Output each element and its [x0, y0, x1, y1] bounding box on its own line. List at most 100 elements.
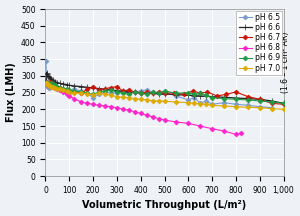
pH 6.7: [206, 91, 209, 93]
pH 6.7: [282, 103, 285, 106]
pH 6.5: [48, 84, 52, 87]
pH 6.8: [234, 133, 238, 136]
pH 7.0: [270, 107, 274, 110]
pH 6.7: [145, 91, 148, 93]
pH 6.7: [91, 85, 95, 88]
pH 6.7: [198, 92, 202, 95]
pH 6.6: [115, 89, 119, 92]
pH 6.8: [198, 125, 202, 127]
pH 6.8: [139, 112, 142, 115]
pH 6.6: [68, 84, 71, 87]
pH 6.9: [58, 86, 61, 89]
pH 7.0: [175, 101, 178, 103]
pH 6.7: [127, 89, 130, 91]
pH 6.7: [103, 87, 107, 90]
Y-axis label: Flux (LMH): Flux (LMH): [6, 63, 16, 122]
pH 7.0: [204, 103, 208, 106]
pH 6.9: [48, 83, 52, 86]
pH 6.5: [246, 104, 250, 107]
pH 7.0: [91, 93, 95, 96]
pH 6.9: [61, 87, 65, 90]
pH 6.6: [45, 71, 48, 74]
pH 6.5: [50, 82, 53, 84]
pH 6.5: [121, 90, 124, 92]
pH 6.7: [56, 86, 59, 89]
pH 6.5: [234, 103, 238, 106]
pH 7.0: [157, 100, 160, 102]
pH 6.7: [85, 88, 89, 91]
pH 6.8: [46, 82, 49, 84]
pH 6.6: [85, 86, 89, 89]
pH 6.7: [46, 84, 50, 87]
pH 6.8: [127, 109, 130, 111]
pH 6.6: [145, 92, 148, 94]
pH 6.7: [246, 95, 250, 98]
pH 6.5: [91, 96, 95, 99]
pH 6.9: [46, 82, 49, 84]
pH 6.5: [204, 100, 208, 102]
pH 6.7: [53, 85, 57, 88]
Line: pH 6.5: pH 6.5: [44, 59, 273, 109]
pH 6.5: [58, 89, 61, 91]
pH 7.0: [210, 104, 214, 107]
pH 6.8: [68, 95, 71, 97]
pH 7.0: [68, 91, 71, 93]
pH 6.7: [97, 89, 101, 91]
pH 6.5: [53, 85, 57, 88]
pH 6.9: [103, 90, 107, 92]
pH 6.8: [58, 89, 61, 91]
pH 6.9: [121, 92, 124, 95]
pH 6.5: [65, 91, 69, 93]
pH 6.5: [157, 92, 160, 95]
pH 6.6: [133, 91, 136, 94]
pH 6.9: [175, 92, 178, 95]
pH 6.9: [282, 102, 285, 105]
pH 6.9: [44, 81, 48, 84]
pH 6.8: [45, 81, 48, 83]
pH 6.8: [61, 91, 65, 93]
pH 6.7: [172, 91, 176, 94]
pH 6.6: [121, 90, 124, 93]
pH 6.5: [109, 92, 113, 95]
pH 6.9: [210, 96, 214, 99]
pH 7.0: [121, 96, 124, 98]
pH 6.7: [47, 82, 51, 84]
pH 6.8: [51, 85, 54, 88]
pH 6.8: [175, 121, 178, 123]
pH 6.6: [204, 95, 208, 98]
pH 6.8: [115, 106, 119, 109]
pH 6.6: [282, 102, 285, 105]
pH 7.0: [109, 94, 113, 97]
pH 7.0: [46, 83, 49, 85]
pH 6.8: [133, 111, 136, 113]
pH 6.7: [115, 85, 119, 88]
pH 6.7: [51, 84, 54, 87]
pH 6.7: [270, 102, 274, 105]
pH 7.0: [139, 98, 142, 101]
pH 6.5: [68, 91, 71, 94]
pH 7.0: [85, 93, 89, 95]
pH 6.9: [53, 84, 57, 87]
pH 6.7: [258, 98, 262, 101]
pH 6.5: [115, 91, 119, 94]
pH 6.7: [157, 91, 160, 93]
pH 7.0: [282, 108, 285, 111]
pH 6.5: [193, 96, 196, 99]
pH 6.7: [80, 92, 83, 95]
pH 6.5: [127, 92, 130, 95]
pH 6.6: [103, 88, 107, 91]
pH 6.5: [47, 86, 51, 89]
pH 6.7: [46, 83, 49, 86]
pH 6.5: [46, 85, 49, 87]
pH 6.8: [222, 130, 226, 132]
pH 6.9: [258, 100, 262, 102]
pH 7.0: [47, 84, 51, 87]
pH 6.8: [187, 122, 190, 125]
pH 7.0: [163, 100, 166, 103]
pH 6.5: [187, 99, 190, 101]
pH 6.6: [61, 83, 65, 85]
pH 6.9: [50, 82, 53, 84]
pH 6.6: [72, 85, 76, 87]
pH 6.6: [47, 75, 51, 78]
pH 6.9: [97, 91, 101, 93]
